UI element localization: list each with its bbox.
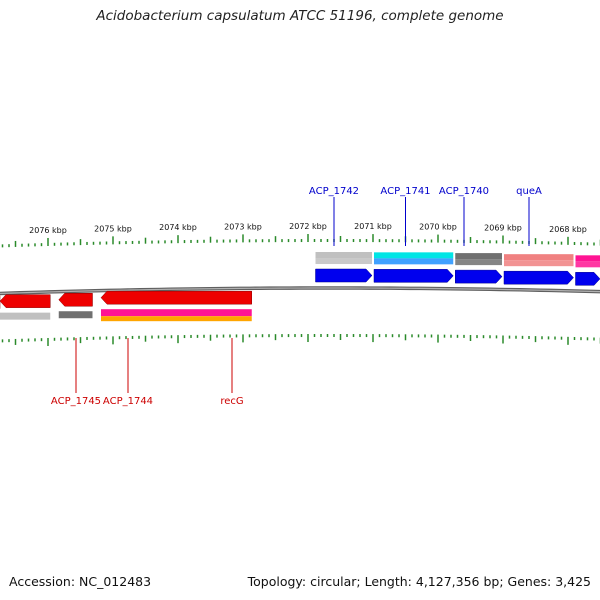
feature-gene-ACP_1742 (315, 258, 372, 265)
backbone-highlight (0, 287, 600, 295)
gene-label-recG: recG (220, 396, 243, 407)
gene-label-queA: queA (516, 186, 542, 197)
scale-tick-label: 2071 kbp (354, 222, 392, 231)
topology-text: Topology: circular; Length: 4,127,356 bp… (247, 574, 591, 589)
cds-arrow-ACP_1742 (315, 268, 373, 283)
scale-tick-label: 2075 kbp (94, 224, 132, 233)
feature-gene-recG (101, 309, 252, 317)
gene-label-ACP_1745: ACP_1745 (51, 396, 101, 407)
gene-label-ACP_1740: ACP_1740 (439, 186, 489, 197)
scale-tick-label: 2074 kbp (159, 223, 197, 232)
feature-gene-next (575, 261, 600, 268)
cds-arrow-ACP_1741 (373, 269, 454, 283)
feature-band-ACP_1742 (315, 252, 372, 259)
scale-tick-label: 2076 kbp (29, 226, 67, 235)
feature-gene-ACP_1740 (455, 259, 502, 266)
scale-tick-label: 2073 kbp (224, 222, 262, 231)
cds-arrow-ACP_1745 (0, 294, 51, 308)
accession-text: Accession: NC_012483 (9, 574, 152, 589)
scale-tick-label: 2069 kbp (484, 223, 522, 232)
feature-gene-ACP_1741 (374, 258, 454, 265)
scale-tick-label: 2070 kbp (419, 223, 457, 232)
cds-arrow-ACP_1740 (455, 269, 503, 284)
scale-tick-label: 2072 kbp (289, 222, 327, 231)
gene-label-ACP_1744: ACP_1744 (103, 396, 153, 407)
cds-arrow-next (575, 272, 600, 286)
cds-arrow-ACP_1744 (58, 292, 93, 307)
feature-band-queA (504, 254, 574, 261)
feature-band-ACP_1740 (455, 253, 502, 260)
gene-label-ACP_1741: ACP_1741 (380, 186, 430, 197)
feature-band-ACP_1741 (374, 252, 454, 259)
cds-arrow-queA (503, 270, 574, 285)
scale-tick-label: 2068 kbp (549, 225, 587, 234)
cds-arrow-recG (100, 290, 252, 305)
feature-gene-queA (504, 260, 574, 267)
feature-band-next (575, 255, 600, 262)
map-title: Acidobacterium capsulatum ATCC 51196, co… (96, 8, 504, 24)
feature-gene-ACP_1745 (0, 312, 51, 320)
gene-label-ACP_1742: ACP_1742 (309, 186, 359, 197)
feature-gene-ACP_1744 (58, 311, 93, 319)
feature-band-recG (101, 316, 252, 322)
